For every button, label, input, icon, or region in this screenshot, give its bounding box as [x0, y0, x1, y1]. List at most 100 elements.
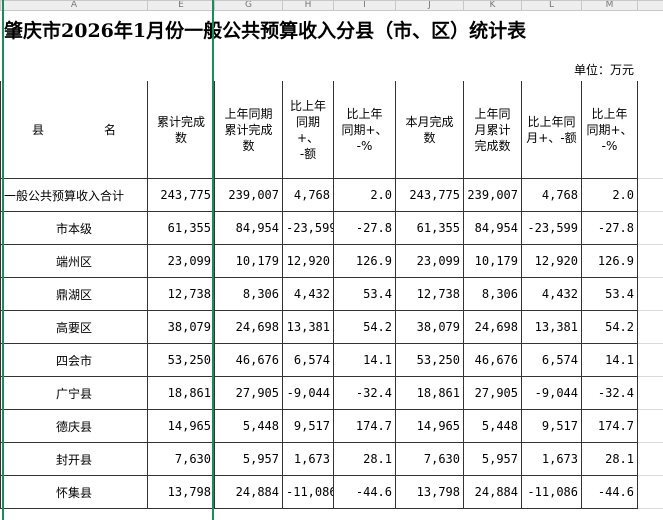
value-cell: 9,517 [282, 409, 334, 443]
header-cell: 本月完成 数 [395, 80, 464, 179]
data-row: 德庆县 14,965 5,448 9,517 174.7 14,965 5,448 9,517… [0, 409, 663, 443]
header-cell: 比上年同 月+、-额 [521, 80, 582, 179]
value-cell: 174.7 [581, 409, 638, 443]
value-cell: 243,775 [395, 178, 464, 212]
value-cell: 239,007 [463, 178, 522, 212]
value-cell: 14,965 [147, 409, 215, 443]
value-cell: 18,861 [395, 376, 464, 410]
column-letter: K [463, 0, 522, 11]
value-cell: -32.4 [333, 376, 396, 410]
value-cell: 38,079 [395, 310, 464, 344]
sheet-title: 肇庆市2026年1月份一般公共预算收入分县（市、区）统计表 [4, 20, 527, 42]
value-cell: 14.1 [581, 343, 638, 377]
value-cell: 8,306 [463, 277, 522, 311]
unit-label: 单位：万元 [573, 63, 634, 77]
county-name: 端州区 [0, 244, 148, 278]
value-cell: 84,954 [214, 211, 283, 245]
value-cell: 14,965 [395, 409, 464, 443]
value-cell: 46,676 [463, 343, 522, 377]
value-cell: 1,673 [282, 442, 334, 476]
value-cell: 7,630 [395, 442, 464, 476]
cell [637, 277, 663, 311]
header-cell: 累计完成 数 [147, 80, 215, 179]
value-cell: 53.4 [581, 277, 638, 311]
data-row: 端州区 23,099 10,179 12,920 126.9 23,099 10,179 12… [0, 244, 663, 278]
value-cell: 27,905 [214, 376, 283, 410]
value-cell: 54.2 [581, 310, 638, 344]
column-letter: M [581, 0, 638, 11]
header-cell: 县 名 [0, 80, 148, 179]
header-cell: 比上年 同期+、 -% [581, 80, 638, 179]
column-letter: L [521, 0, 582, 11]
value-cell: 24,698 [214, 310, 283, 344]
county-name: 德庆县 [0, 409, 148, 443]
value-cell: -32.4 [581, 376, 638, 410]
county-name: 鼎湖区 [0, 277, 148, 311]
column-letter: I [333, 0, 396, 11]
value-cell: 13,381 [521, 310, 582, 344]
value-cell: 24,884 [214, 475, 283, 509]
data-row: 封开县 7,630 5,957 1,673 28.1 7,630 5,957 1,673 28.… [0, 442, 663, 476]
freeze-line [2, 0, 4, 520]
value-cell: 6,574 [282, 343, 334, 377]
value-cell: 5,448 [463, 409, 522, 443]
value-cell: 28.1 [333, 442, 396, 476]
value-cell: 61,355 [147, 211, 215, 245]
cell [637, 178, 663, 212]
cell [637, 376, 663, 410]
county-name: 一般公共预算收入合计 [0, 178, 148, 212]
value-cell: 12,920 [521, 244, 582, 278]
cell [637, 409, 663, 443]
data-row: 鼎湖区 12,738 8,306 4,432 53.4 12,738 8,306 4,432 5… [0, 277, 663, 311]
cell [638, 49, 663, 81]
cell [637, 244, 663, 278]
county-name: 四会市 [0, 343, 148, 377]
value-cell: 239,007 [214, 178, 283, 212]
value-cell: 23,099 [395, 244, 464, 278]
column-letter: E [147, 0, 215, 11]
value-cell: 13,798 [147, 475, 215, 509]
value-cell: 18,861 [147, 376, 215, 410]
value-cell: 24,884 [463, 475, 522, 509]
value-cell: 2.0 [581, 178, 638, 212]
value-cell: 13,381 [282, 310, 334, 344]
county-name: 怀集县 [0, 475, 148, 509]
header-cell: 上年同期 累计完成 数 [214, 80, 283, 179]
value-cell: 24,698 [463, 310, 522, 344]
title-row: 肇庆市2026年1月份一般公共预算收入分县（市、区）统计表 [1, 11, 663, 49]
cell [637, 80, 663, 179]
unit-row: 单位：万元 [1, 49, 663, 81]
freeze-line [212, 0, 214, 520]
value-cell: 2.0 [333, 178, 396, 212]
data-row: 广宁县 18,861 27,905 -9,044 -32.4 18,861 27,905 -9… [0, 376, 663, 410]
column-letter: J [395, 0, 464, 11]
value-cell: -9,044 [282, 376, 334, 410]
value-cell: 84,954 [463, 211, 522, 245]
value-cell: 126.9 [581, 244, 638, 278]
value-cell: 14.1 [333, 343, 396, 377]
value-cell: 7,630 [147, 442, 215, 476]
column-letter: A [0, 0, 148, 11]
value-cell: -27.8 [581, 211, 638, 245]
cell [637, 343, 663, 377]
cell [637, 211, 663, 245]
value-cell: 13,798 [395, 475, 464, 509]
value-cell: -9,044 [521, 376, 582, 410]
value-cell: 54.2 [333, 310, 396, 344]
value-cell: 23,099 [147, 244, 215, 278]
county-name: 封开县 [0, 442, 148, 476]
value-cell: 243,775 [147, 178, 215, 212]
value-cell: 4,768 [282, 178, 334, 212]
cell [637, 0, 663, 11]
cell [637, 442, 663, 476]
value-cell: 174.7 [333, 409, 396, 443]
value-cell: 126.9 [333, 244, 396, 278]
data-row: 市本级 61,355 84,954 -23,599 -27.8 61,355 84,954-… [0, 211, 663, 245]
data-row: 一般公共预算收入合计 243,775 239,007 4,768 2.0 243,775 2… [0, 178, 663, 212]
data-row: 四会市 53,250 46,676 6,574 14.1 53,250 46,676 6,57… [0, 343, 663, 377]
value-cell: 12,738 [147, 277, 215, 311]
value-cell: -23,599 [521, 211, 582, 245]
